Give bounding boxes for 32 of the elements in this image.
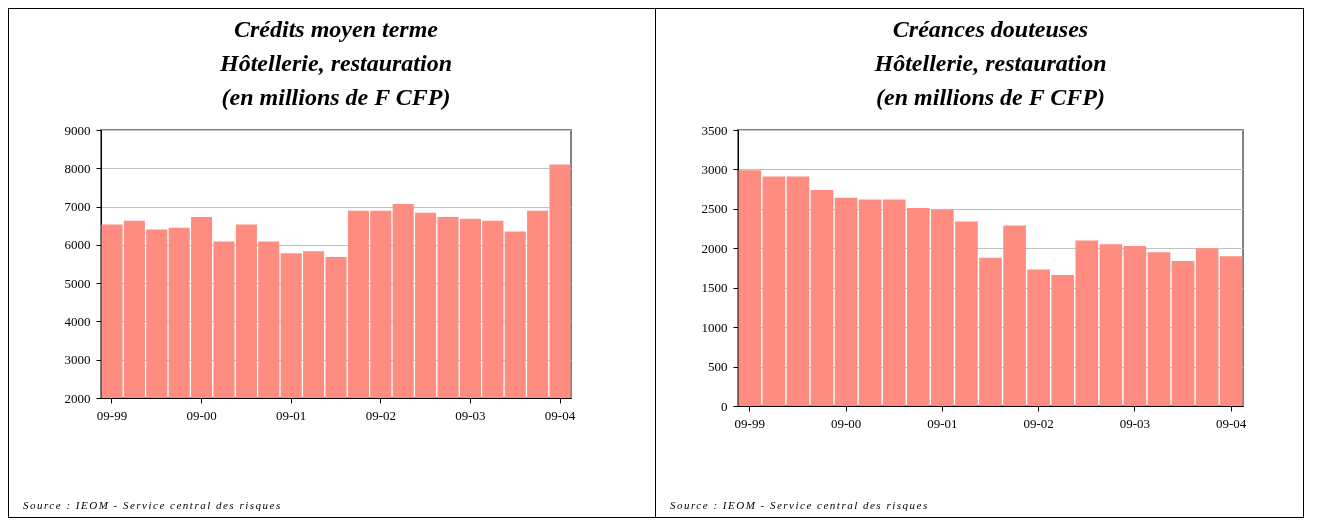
x-tick-label: 09-99 — [96, 407, 128, 423]
y-tick-label: 1000 — [701, 319, 728, 335]
y-tick-label: 9000 — [64, 122, 91, 138]
chart-title: Créances douteuses Hôtellerie, restauration (en millions de F CFP) — [873, 16, 1107, 110]
x-tick-label: 09-04 — [1216, 415, 1247, 431]
x-tick-label: 09-00 — [830, 415, 862, 431]
y-tick-label: 3000 — [701, 161, 728, 177]
x-tick-label: 09-04 — [544, 407, 576, 423]
y-tick-label: 4000 — [64, 313, 91, 329]
y-tick-label: 6000 — [64, 237, 91, 253]
x-tick-label: 09-03 — [1119, 415, 1151, 431]
source-note: Source : IEOM - Service central des risques — [23, 499, 282, 511]
y-tick-label: 5000 — [64, 275, 91, 291]
source-note: Source : IEOM - Service central des risques — [670, 499, 929, 511]
x-tick-label: 09-01 — [927, 415, 958, 431]
x-tick-label: 09-99 — [734, 415, 765, 431]
x-tick-label: 09-03 — [455, 407, 486, 423]
y-tick-label: 0 — [721, 398, 728, 414]
y-tick-label: 8000 — [64, 160, 91, 176]
chart-title: Crédits moyen terme Hôtellerie, restauration (en millions de F CFP) — [218, 16, 453, 110]
y-tick-label: 2000 — [701, 240, 728, 256]
y-tick-label: 2500 — [701, 201, 728, 217]
x-tick-label: 09-01 — [276, 407, 307, 423]
x-tick-label: 09-00 — [186, 407, 217, 423]
y-tick-label: 2000 — [64, 390, 91, 406]
y-tick-label: 1500 — [701, 280, 728, 296]
y-tick-label: 3500 — [701, 122, 728, 138]
x-tick-label: 09-02 — [365, 407, 396, 423]
x-tick-label: 09-02 — [1023, 415, 1054, 431]
y-tick-label: 500 — [708, 359, 728, 375]
y-tick-label: 3000 — [64, 352, 91, 368]
y-tick-label: 7000 — [64, 199, 91, 215]
